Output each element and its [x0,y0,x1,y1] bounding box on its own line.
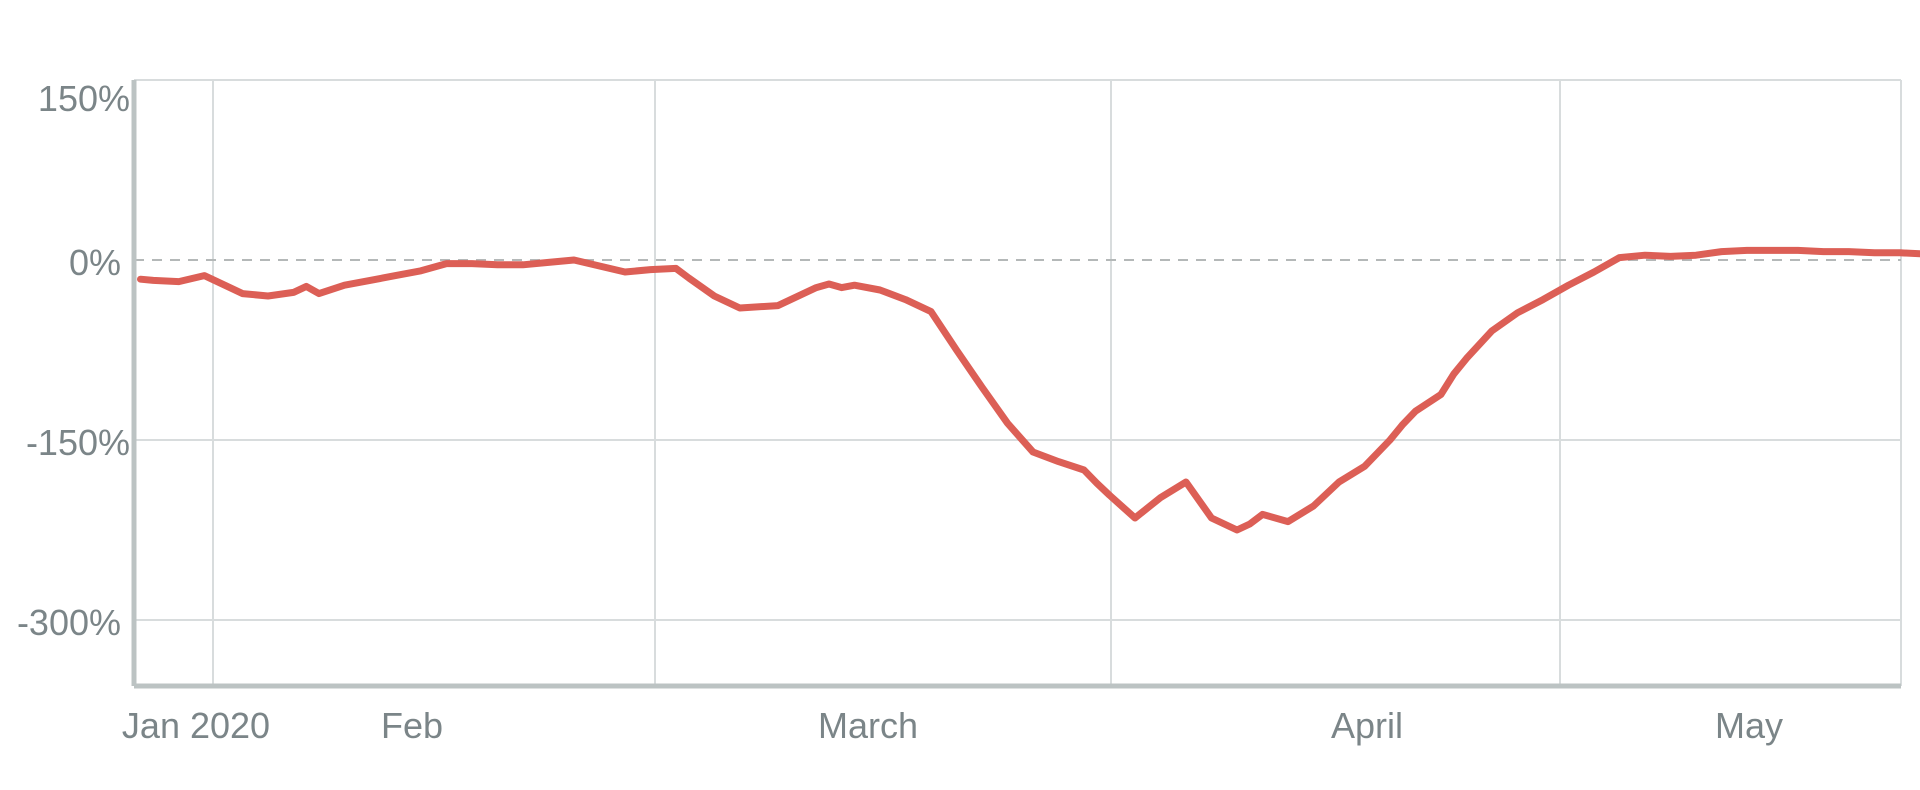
y-tick-label: 0% [69,242,121,283]
x-tick-label: May [1715,705,1783,746]
x-tick-label: Jan 2020 [122,705,270,746]
grid [134,79,1902,686]
axes [131,80,1901,689]
x-tick-label: April [1331,705,1403,746]
series-line [137,246,1920,534]
x-tick-label: March [818,705,918,746]
y-tick-label: -150% [26,422,130,463]
y-tick-label: -300% [17,602,121,643]
y-tick-label: 150% [38,78,130,119]
x-tick-label: Feb [381,705,443,746]
